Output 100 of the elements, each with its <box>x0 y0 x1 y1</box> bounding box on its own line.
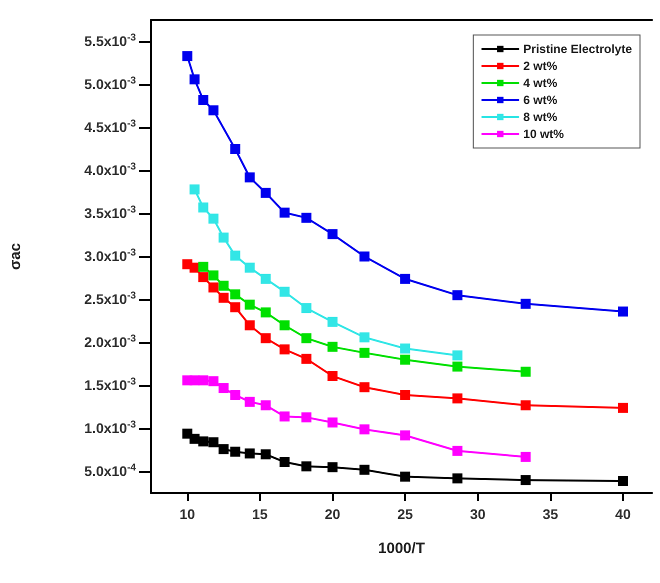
y-tick-label: 1.5x10$^{-3}$ <box>84 376 136 392</box>
point <box>301 333 312 344</box>
point <box>208 282 218 292</box>
point <box>328 371 338 382</box>
point <box>400 430 410 440</box>
point <box>198 202 208 212</box>
point <box>618 402 628 413</box>
point <box>280 344 290 354</box>
x-tick-label: 40 <box>615 506 631 522</box>
point <box>301 461 312 472</box>
point <box>230 250 240 261</box>
point <box>520 366 531 377</box>
point <box>301 212 312 223</box>
point <box>198 375 208 386</box>
y-tick-label: 2.0x10$^{-3}$ <box>84 332 136 350</box>
point <box>218 383 229 394</box>
x-tick-label: 15 <box>252 506 268 522</box>
legend-label: 10 wt% <box>523 127 564 141</box>
point <box>198 262 208 272</box>
point <box>400 274 410 284</box>
point <box>208 105 218 116</box>
point <box>260 188 271 198</box>
y-tick-label: 2.5x10$^{-3}$ <box>84 290 136 306</box>
point <box>280 286 290 297</box>
point <box>260 449 271 460</box>
y-tick-label: 4.0x10$^{-3}$ <box>84 160 136 178</box>
point <box>218 232 229 243</box>
point <box>218 444 229 454</box>
x-axis-title: 1000/T <box>378 540 425 557</box>
point <box>359 348 370 358</box>
point <box>452 290 462 300</box>
legend-label: 8 wt% <box>523 110 558 124</box>
point <box>618 476 628 486</box>
point <box>520 298 531 309</box>
y-tick-label: 5.0x10$^{-3}$ <box>84 74 136 92</box>
point <box>280 208 290 218</box>
point <box>452 362 462 372</box>
point <box>452 350 462 360</box>
point <box>230 390 240 400</box>
x-tick-label: 20 <box>324 506 341 522</box>
point <box>359 464 370 475</box>
point <box>359 382 370 392</box>
y-tick-label: 3.5x10$^{-3}$ <box>84 204 136 220</box>
point <box>520 400 531 410</box>
point <box>328 462 338 472</box>
point <box>301 303 312 314</box>
point <box>230 289 240 300</box>
y-tick-label: 3.0x10$^{-3}$ <box>84 246 136 264</box>
y-axis-title: σac <box>7 243 24 270</box>
point <box>618 306 628 317</box>
point <box>359 332 370 342</box>
point <box>230 302 240 312</box>
point <box>280 411 290 422</box>
legend-label: Pristine Electrolyte <box>523 42 632 56</box>
point <box>301 354 312 364</box>
point <box>244 448 255 458</box>
point <box>301 412 312 422</box>
point <box>260 307 271 318</box>
point <box>328 316 338 327</box>
point <box>452 393 462 404</box>
point <box>208 437 218 448</box>
point <box>280 457 290 468</box>
y-tick-label: 1.0x10$^{-3}$ <box>84 418 136 436</box>
point <box>400 472 410 482</box>
point <box>520 452 531 462</box>
point <box>260 274 271 284</box>
point <box>198 94 208 105</box>
x-tick-label: 25 <box>397 506 414 522</box>
legend-label: 6 wt% <box>523 93 558 107</box>
point <box>244 172 255 182</box>
point <box>218 280 229 291</box>
point <box>244 396 255 407</box>
legend-label: 2 wt% <box>523 59 558 73</box>
y-tick-label: 5.5x10$^{-3}$ <box>84 32 136 48</box>
x-tick-label: 10 <box>180 506 196 522</box>
point <box>208 270 218 280</box>
point <box>452 446 462 456</box>
point <box>244 262 255 273</box>
point <box>328 342 338 352</box>
point <box>208 376 218 386</box>
x-tick-label: 30 <box>470 506 486 522</box>
point <box>190 434 200 444</box>
point <box>260 333 271 344</box>
point <box>328 229 338 240</box>
point <box>400 390 410 400</box>
point <box>198 272 208 282</box>
point <box>190 184 200 194</box>
point <box>218 292 229 303</box>
point <box>230 144 240 154</box>
y-tick-label: 4.5x10$^{-3}$ <box>84 118 136 134</box>
point <box>230 446 240 457</box>
point <box>400 354 410 365</box>
point <box>190 375 200 386</box>
x-tick-label: 35 <box>542 506 558 522</box>
point <box>244 300 255 310</box>
y-tick-label: 5.0x10$^{-4}$ <box>84 462 136 478</box>
point <box>452 473 462 484</box>
point <box>520 475 531 486</box>
point <box>190 262 200 273</box>
point <box>182 51 192 62</box>
